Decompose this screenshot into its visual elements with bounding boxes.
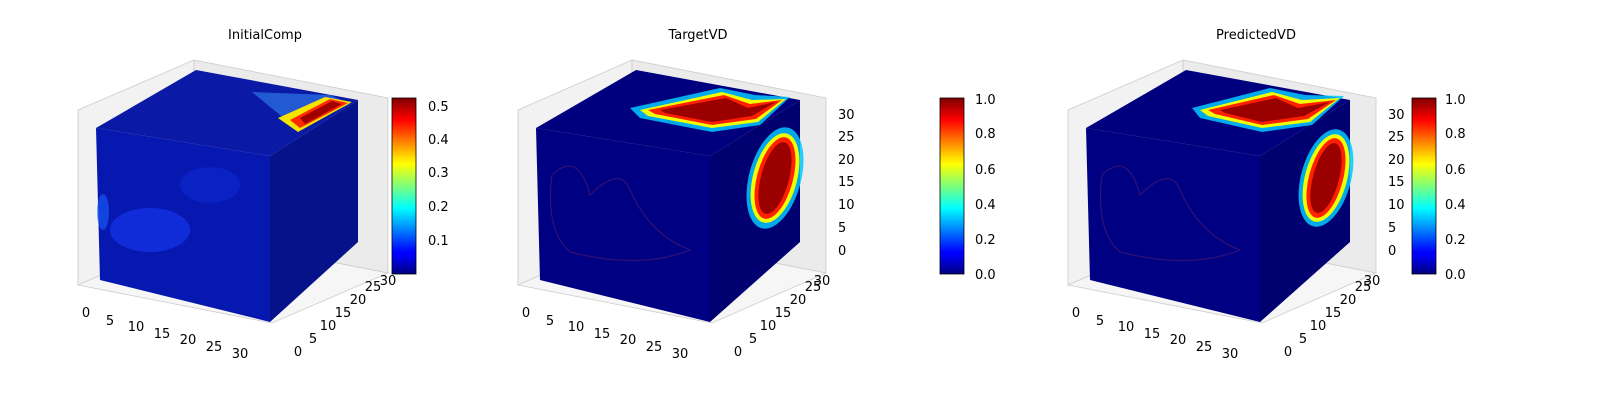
x-tick-label: 10 — [1118, 320, 1135, 335]
y-tick-label: 15 — [1325, 306, 1342, 321]
z-tick-label: 15 — [1388, 175, 1405, 190]
x-axis: 0 5 10 15 20 25 30 — [1072, 306, 1238, 362]
x-tick-label: 5 — [546, 314, 554, 329]
chart-title: PredictedVD — [1216, 28, 1296, 43]
colorbar: 0.0 0.2 0.4 0.6 0.8 1.0 — [1411, 93, 1466, 283]
colorbar-tick-label: 0.1 — [428, 234, 449, 249]
y-tick-label: 20 — [350, 293, 367, 308]
voxel-cube — [1086, 70, 1354, 322]
z-axis: 0 5 10 15 20 25 30 — [1388, 108, 1405, 259]
z-tick-label: 30 — [1388, 108, 1405, 123]
chart-title: TargetVD — [667, 28, 727, 43]
y-axis: 0 5 10 15 20 25 30 — [734, 274, 830, 360]
z-tick-label: 10 — [838, 198, 855, 213]
y-tick-label: 5 — [1299, 332, 1307, 347]
y-tick-label: 30 — [1364, 274, 1381, 289]
z-tick-label: 10 — [1388, 198, 1405, 213]
z-axis: 0 5 10 15 20 25 30 — [838, 108, 855, 259]
x-tick-label: 0 — [1072, 306, 1080, 321]
x-tick-label: 10 — [568, 320, 585, 335]
colorbar: 0.0 0.2 0.4 0.6 0.8 1.0 — [939, 93, 996, 283]
y-tick-label: 20 — [790, 293, 807, 308]
z-tick-label: 5 — [838, 221, 846, 236]
colorbar-tick-label: 0.8 — [975, 127, 996, 142]
colorbar-tick-label: 0.6 — [975, 163, 996, 178]
x-tick-label: 15 — [594, 327, 611, 342]
chart-title: InitialComp — [228, 28, 302, 43]
panel-targetvd: TargetVD 0 5 10 15 — [516, 28, 996, 362]
y-axis: 0 5 10 15 20 25 30 — [1284, 274, 1380, 360]
x-tick-label: 30 — [232, 347, 249, 362]
y-tick-label: 25 — [805, 280, 822, 295]
x-tick-label: 0 — [82, 306, 90, 321]
x-tick-label: 5 — [1096, 314, 1104, 329]
voxel-cube — [536, 70, 804, 322]
y-tick-label: 30 — [814, 274, 831, 289]
colorbar-tick-label: 1.0 — [1445, 93, 1466, 108]
colorbar-tick-label: 0.8 — [1445, 127, 1466, 142]
panel-predictedvd: PredictedVD 0 5 10 15 20 25 — [1066, 28, 1466, 362]
colorbar-tick-label: 0.2 — [1445, 233, 1466, 248]
colorbar-tick-label: 0.5 — [428, 100, 449, 115]
y-tick-label: 0 — [734, 345, 742, 360]
z-tick-label: 0 — [838, 244, 846, 259]
y-axis: 0 5 10 15 20 25 30 — [294, 274, 396, 360]
y-tick-label: 15 — [335, 306, 352, 321]
x-tick-label: 0 — [522, 306, 530, 321]
y-tick-label: 15 — [775, 306, 792, 321]
z-tick-label: 30 — [838, 108, 855, 123]
colorbar-tick-label: 0.4 — [1445, 198, 1466, 213]
x-tick-label: 15 — [1144, 327, 1161, 342]
y-tick-label: 10 — [320, 319, 337, 334]
x-axis: 0 5 10 15 20 25 30 — [82, 306, 248, 362]
x-tick-label: 25 — [206, 340, 223, 355]
x-tick-label: 20 — [620, 333, 637, 348]
x-tick-label: 15 — [154, 327, 171, 342]
colorbar-tick-label: 0.3 — [428, 166, 449, 181]
colorbar-tick-label: 0.2 — [975, 233, 996, 248]
x-tick-label: 10 — [128, 320, 145, 335]
voxel-cube — [96, 70, 358, 322]
colorbar-tick-label: 0.4 — [975, 198, 996, 213]
colorbar-tick-label: 0.2 — [428, 200, 449, 215]
x-tick-label: 25 — [646, 340, 663, 355]
y-tick-label: 25 — [1355, 280, 1372, 295]
x-axis: 0 5 10 15 20 25 30 — [522, 306, 688, 362]
x-tick-label: 25 — [1196, 340, 1213, 355]
colorbar-tick-label: 0.0 — [1445, 268, 1466, 283]
colorbar-tick-label: 0.6 — [1445, 163, 1466, 178]
colorbar: 0.1 0.2 0.3 0.4 0.5 — [391, 97, 449, 275]
y-tick-label: 0 — [294, 345, 302, 360]
y-tick-label: 0 — [1284, 345, 1292, 360]
y-tick-label: 20 — [1340, 293, 1357, 308]
x-tick-label: 5 — [106, 314, 114, 329]
y-tick-label: 10 — [1310, 319, 1327, 334]
colorbar-tick-label: 0.0 — [975, 268, 996, 283]
y-tick-label: 25 — [365, 280, 382, 295]
colorbar-tick-label: 0.4 — [428, 133, 449, 148]
x-tick-label: 20 — [1170, 333, 1187, 348]
z-tick-label: 20 — [838, 153, 855, 168]
z-tick-label: 20 — [1388, 153, 1405, 168]
z-tick-label: 25 — [1388, 130, 1405, 145]
y-tick-label: 5 — [749, 332, 757, 347]
x-tick-label: 30 — [1222, 347, 1239, 362]
z-tick-label: 5 — [1388, 221, 1396, 236]
z-tick-label: 15 — [838, 175, 855, 190]
y-tick-label: 5 — [309, 332, 317, 347]
colorbar-tick-label: 1.0 — [975, 93, 996, 108]
y-tick-label: 10 — [760, 319, 777, 334]
x-tick-label: 30 — [672, 347, 689, 362]
x-tick-label: 20 — [180, 333, 197, 348]
z-tick-label: 0 — [1388, 244, 1396, 259]
y-tick-label: 30 — [380, 274, 397, 289]
panel-initialcomp: InitialComp 0 5 10 15 — [76, 28, 449, 362]
z-tick-label: 25 — [838, 130, 855, 145]
